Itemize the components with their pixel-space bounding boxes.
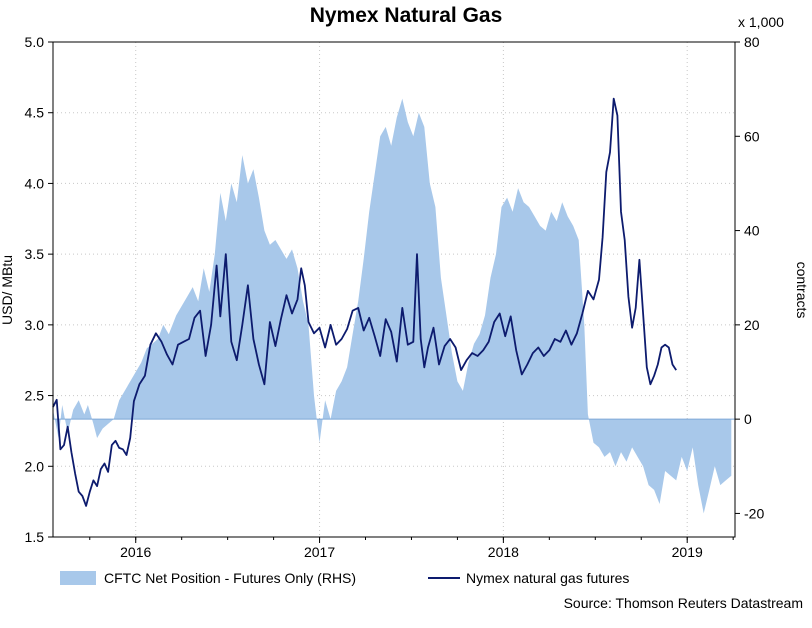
left-tick-label: 1.5: [25, 529, 45, 545]
x-tick-label: 2017: [304, 544, 335, 560]
nymex-futures-line: [52, 97, 677, 507]
x-tick-label: 2019: [672, 544, 703, 560]
right-tick-label: -20: [744, 505, 764, 521]
right-tick-label: 40: [744, 223, 760, 239]
left-axis-ticks: 5.0 4.5 4.0 3.5 3.0 2.5 2.0 1.5: [25, 34, 53, 545]
left-tick-label: 3.0: [25, 317, 45, 333]
chart-title: Nymex Natural Gas: [310, 4, 503, 27]
left-tick-label: 4.0: [25, 175, 45, 191]
right-axis-multiplier: x 1,000: [738, 14, 784, 30]
plot-border: [52, 41, 736, 538]
right-axis-ticks: 80 60 40 20 0 -20: [735, 34, 764, 521]
legend-line-label: Nymex natural gas futures: [466, 570, 629, 586]
x-tick-label: 2018: [488, 544, 519, 560]
left-axis-label: USD/ MBtu: [0, 255, 15, 325]
left-tick-label: 2.0: [25, 458, 45, 474]
source-note: Source: Thomson Reuters Datastream: [564, 595, 803, 611]
x-axis-ticks: 2016 2017 2018 2019: [89, 537, 734, 560]
right-axis-label: contracts: [794, 262, 810, 319]
right-tick-label: 0: [744, 411, 752, 427]
left-tick-label: 4.5: [25, 105, 45, 121]
legend-area-swatch: [60, 571, 96, 585]
x-tick-label: 2016: [120, 544, 151, 560]
left-tick-label: 2.5: [25, 388, 45, 404]
right-tick-label: 80: [744, 34, 760, 50]
right-tick-label: 20: [744, 317, 760, 333]
left-tick-label: 5.0: [25, 34, 45, 50]
legend-area-label: CFTC Net Position - Futures Only (RHS): [104, 570, 356, 586]
legend: CFTC Net Position - Futures Only (RHS) N…: [60, 570, 629, 586]
left-tick-label: 3.5: [25, 246, 45, 262]
cftc-net-position-area: [53, 98, 732, 514]
right-tick-label: 60: [744, 128, 760, 144]
